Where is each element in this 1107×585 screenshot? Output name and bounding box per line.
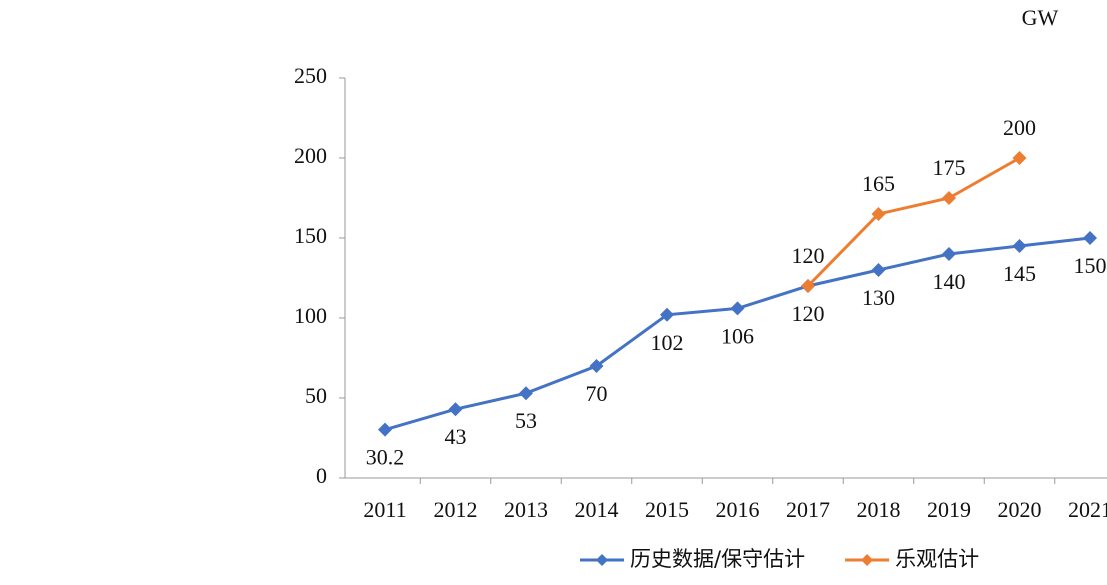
data-label: 150 — [1074, 253, 1107, 278]
y-tick-label: 150 — [294, 223, 327, 248]
y-tick-label: 0 — [316, 463, 327, 488]
point — [660, 307, 674, 322]
x-tick-label: 2017 — [786, 497, 830, 522]
x-tick-label: 2019 — [927, 497, 971, 522]
data-label: 120 — [792, 243, 825, 268]
y-tick-label: 50 — [305, 383, 327, 408]
point — [1012, 151, 1027, 165]
data-label: 130 — [862, 285, 895, 310]
legend-marker — [861, 554, 874, 566]
legend-label: 乐观估计 — [895, 547, 979, 571]
point — [448, 402, 463, 417]
data-label: 30.2 — [366, 445, 405, 470]
point — [1083, 231, 1097, 245]
y-tick-label: 250 — [294, 63, 327, 88]
x-tick-label: 2021 — [1068, 497, 1107, 522]
legend-label: 历史数据/保守估计 — [630, 547, 805, 571]
data-label: 106 — [721, 323, 754, 348]
point — [730, 301, 745, 316]
point — [871, 207, 886, 221]
x-tick-label: 2020 — [998, 497, 1042, 522]
legend-marker — [596, 554, 608, 566]
x-tick-label: 2012 — [434, 497, 478, 522]
point — [942, 247, 956, 261]
unit-label: GW — [1022, 5, 1059, 30]
x-tick-label: 2016 — [716, 497, 760, 522]
x-tick-label: 2014 — [575, 497, 619, 522]
x-tick-label: 2015 — [645, 497, 689, 522]
series-line — [806, 156, 1021, 288]
point — [942, 191, 956, 205]
data-label: 175 — [933, 155, 966, 180]
legend: 历史数据/保守估计 乐观估计 — [580, 547, 979, 571]
point — [378, 422, 392, 437]
data-label: 102 — [651, 330, 684, 355]
data-label: 43 — [445, 424, 467, 449]
x-tick-label: 2011 — [363, 497, 406, 522]
y-tick-label: 100 — [294, 303, 327, 328]
point — [801, 279, 815, 293]
data-label: 140 — [933, 269, 966, 294]
point — [1012, 239, 1027, 253]
data-label: 165 — [862, 171, 895, 196]
point — [589, 359, 604, 373]
y-tick-label: 200 — [294, 143, 327, 168]
point — [519, 386, 533, 401]
data-label: 200 — [1003, 115, 1036, 140]
data-label: 70 — [586, 381, 608, 406]
data-label: 120 — [792, 301, 825, 326]
data-label: 53 — [515, 408, 537, 433]
data-label: 145 — [1003, 261, 1036, 286]
point — [871, 263, 886, 277]
x-tick-label: 2013 — [504, 497, 548, 522]
x-tick-label: 2018 — [857, 497, 901, 522]
